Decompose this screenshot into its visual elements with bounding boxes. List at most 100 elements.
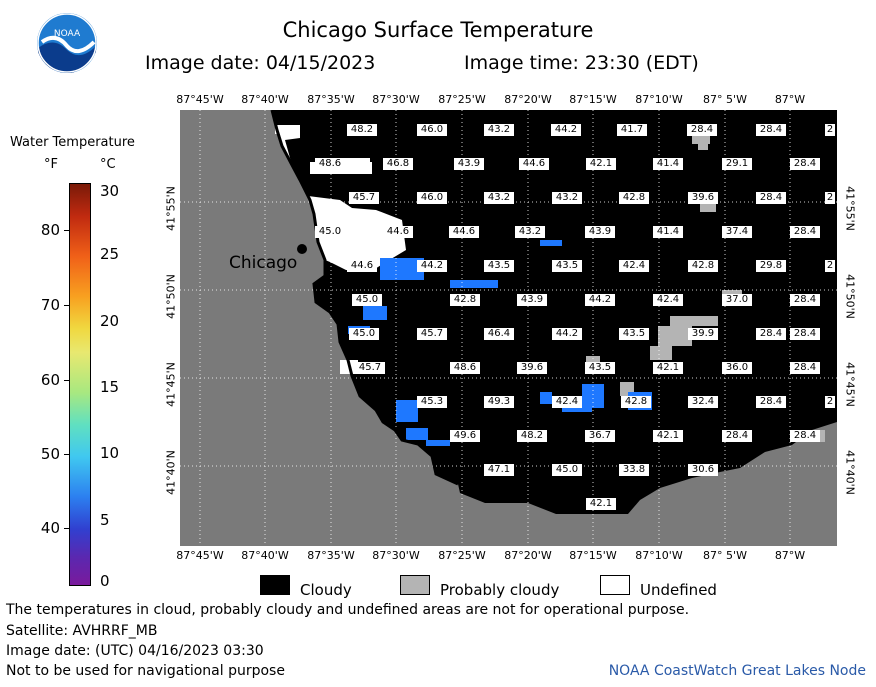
temperature-label: 46.8 — [383, 158, 413, 170]
undefined-area — [275, 125, 300, 134]
f-tick-80: 80 — [40, 221, 60, 239]
temperature-label: 28.4 — [790, 226, 820, 238]
c-tick-25: 25 — [100, 245, 120, 263]
temperature-label: 44.2 — [551, 124, 581, 136]
temperature-label: 45.7 — [417, 328, 447, 340]
temperature-label: 45.3 — [417, 396, 447, 408]
temperature-label: 43.2 — [552, 192, 582, 204]
temperature-label: 43.9 — [454, 158, 484, 170]
temperature-label: 48.6 — [450, 362, 480, 374]
temperature-label: 41.7 — [617, 124, 647, 136]
temperature-label: 41.4 — [653, 158, 683, 170]
lon-label: 87°15'W — [569, 93, 617, 106]
legend-cloudy-swatch — [260, 575, 290, 595]
lat-label: 41°55'N — [164, 186, 178, 231]
city-label-chicago: Chicago — [229, 253, 298, 273]
temperature-label: 28.4 — [722, 430, 752, 442]
temperature-label: 42.1 — [586, 158, 616, 170]
temperature-label: 44.6 — [519, 158, 549, 170]
lon-label: 87°20'W — [504, 93, 552, 106]
temperature-label: 28.4 — [756, 328, 786, 340]
temperature-label: 43.2 — [484, 192, 514, 204]
lon-label: 87°35'W — [307, 549, 355, 562]
temperature-label: 29.8 — [756, 260, 786, 272]
temperature-label: 29.1 — [722, 158, 752, 170]
lon-label: 87°10'W — [635, 549, 683, 562]
f-tick-60: 60 — [40, 371, 60, 389]
lon-label: 87°25'W — [438, 93, 486, 106]
c-tick-5: 5 — [100, 511, 110, 529]
temperature-label: 39.9 — [688, 328, 718, 340]
lat-label: 41°40'N — [843, 450, 857, 495]
undefined-area — [277, 128, 406, 272]
temperature-label: 47.1 — [484, 464, 514, 476]
temperature-label: 45.0 — [315, 226, 345, 238]
colorbar-unit-f: °F — [44, 157, 58, 172]
lon-label: 87°W — [774, 93, 806, 106]
colorbar-f-ticks — [56, 183, 70, 586]
temperature-label: 48.2 — [347, 124, 377, 136]
coastline — [270, 110, 459, 486]
temperature-label: 2 — [825, 260, 835, 272]
footer-navigation-warning: Not to be used for navigational purpose — [6, 663, 285, 679]
page-title: Chicago Surface Temperature — [282, 18, 594, 42]
image-time: Image time: 23:30 (EDT) — [464, 52, 699, 74]
temperature-label: 39.6 — [688, 192, 718, 204]
temperature-label: 28.4 — [756, 192, 786, 204]
colorbar-unit-c: °C — [100, 157, 116, 172]
temperature-label: 42.1 — [653, 362, 683, 374]
lon-label: 87°30'W — [372, 93, 420, 106]
temperature-label: 37.0 — [722, 294, 752, 306]
temperature-label: 45.0 — [349, 328, 379, 340]
temperature-label: 43.5 — [552, 260, 582, 272]
undefined-area — [330, 158, 370, 168]
legend-undefined-swatch — [600, 575, 630, 595]
temperature-label: 44.6 — [347, 260, 377, 272]
colorbar — [69, 183, 91, 586]
image-date: Image date: 04/15/2023 — [145, 52, 376, 74]
lat-label: 41°40'N — [164, 450, 178, 495]
colorbar-title: Water Temperature — [10, 135, 135, 150]
temperature-label: 37.4 — [722, 226, 752, 238]
noaa-logo: NOAA — [36, 12, 98, 74]
temperature-label: 45.7 — [349, 192, 379, 204]
temperature-label: 43.2 — [484, 124, 514, 136]
f-tick-50: 50 — [40, 445, 60, 463]
temperature-label: 42.4 — [552, 396, 582, 408]
temperature-label: 28.4 — [790, 362, 820, 374]
lat-label: 41°55'N — [843, 186, 857, 231]
temperature-label: 42.4 — [653, 294, 683, 306]
temperature-label: 44.2 — [585, 294, 615, 306]
c-tick-15: 15 — [100, 378, 120, 396]
lon-label: 87°20'W — [504, 549, 552, 562]
temperature-label: 42.8 — [688, 260, 718, 272]
lon-label: 87°30'W — [372, 549, 420, 562]
temperature-label: 42.1 — [586, 498, 616, 510]
temperature-label: 49.6 — [450, 430, 480, 442]
lon-label: 87°40'W — [241, 93, 289, 106]
temperature-label: 46.0 — [417, 192, 447, 204]
temperature-label: 44.2 — [552, 328, 582, 340]
temperature-label: 43.2 — [515, 226, 545, 238]
lon-label: 87°25'W — [438, 549, 486, 562]
c-tick-20: 20 — [100, 312, 120, 330]
temperature-label: 42.8 — [619, 192, 649, 204]
footer-credit: NOAA CoastWatch Great Lakes Node — [608, 663, 866, 679]
temperature-label: 44.6 — [449, 226, 479, 238]
temperature-label: 42.8 — [450, 294, 480, 306]
temperature-label: 43.9 — [517, 294, 547, 306]
temperature-label: 43.5 — [484, 260, 514, 272]
legend-probably-cloudy-label: Probably cloudy — [440, 581, 560, 599]
temperature-label: 43.5 — [619, 328, 649, 340]
temperature-label: 48.2 — [517, 430, 547, 442]
temperature-label: 2 — [825, 396, 835, 408]
temperature-label: 2 — [825, 124, 835, 136]
f-tick-40: 40 — [40, 519, 60, 537]
lon-label: 87°10'W — [635, 93, 683, 106]
lon-label: 87°15'W — [569, 549, 617, 562]
lon-label: 87°35'W — [307, 93, 355, 106]
noaa-logo-text: NOAA — [54, 29, 81, 39]
legend-cloudy-label: Cloudy — [300, 581, 352, 599]
lat-label: 41°45'N — [843, 362, 857, 407]
temperature-label: 45.0 — [352, 294, 382, 306]
